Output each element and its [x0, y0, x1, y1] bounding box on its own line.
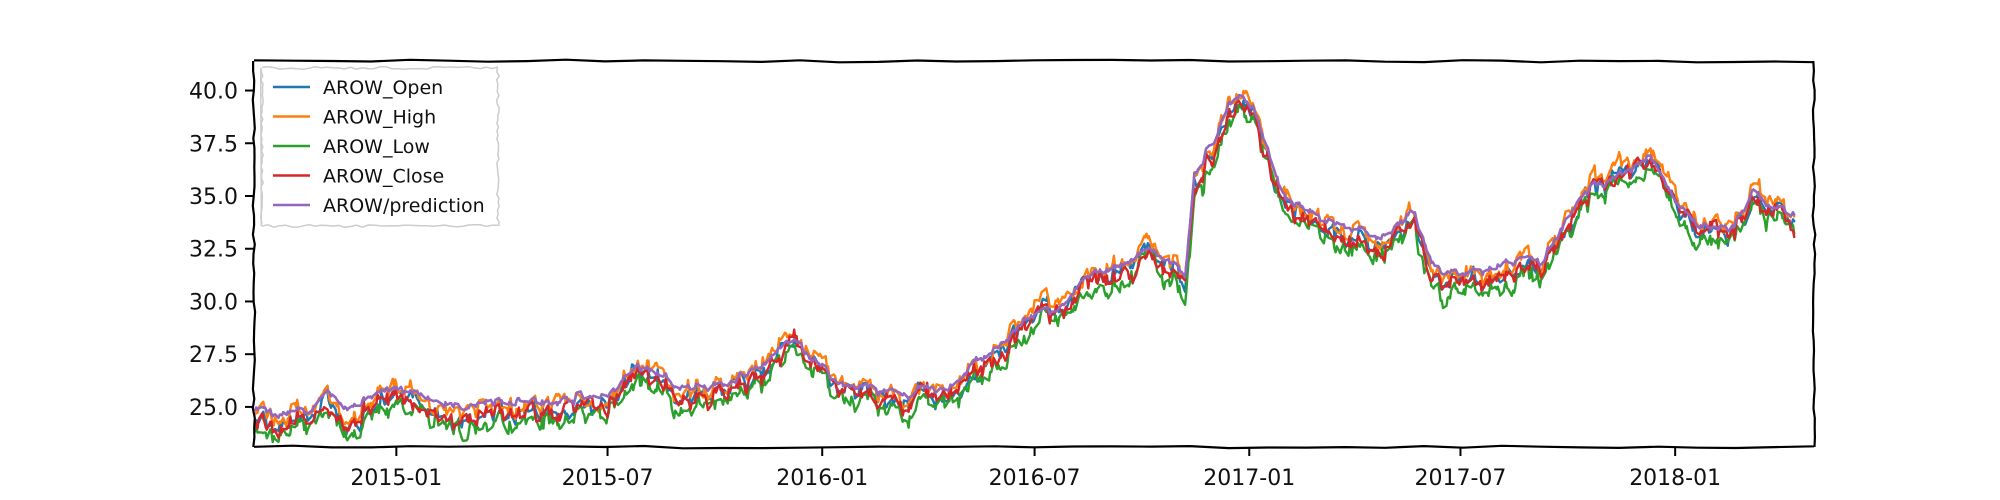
x-tick-label: 2017-07	[1415, 466, 1507, 491]
legend: AROW_Open AROW_High AROW_Low AROW_Close AROW…	[259, 65, 501, 228]
x-tick-label: 2017-01	[1203, 466, 1295, 491]
series-line-arow-high	[254, 89, 1796, 428]
legend-label: AROW_Close	[323, 166, 444, 188]
y-tick-label: 35.0	[189, 185, 238, 210]
legend-label: AROW_High	[323, 107, 436, 129]
y-tick-label: 25.0	[189, 396, 238, 421]
legend-label: AROW/prediction	[323, 195, 485, 217]
x-axis: 2015-01 2015-07 2016-01 2016-07 2017-01 2017-…	[350, 447, 1721, 491]
series-line-arow-prediction	[253, 93, 1796, 420]
x-tick-label: 2016-01	[776, 466, 868, 491]
y-tick-label: 32.5	[189, 238, 238, 263]
legend-items: AROW_Open AROW_High AROW_Low AROW_Close AROW…	[273, 77, 485, 217]
y-tick-label: 40.0	[189, 80, 238, 105]
plot-frame	[251, 58, 1817, 450]
x-tick-label: 2018-01	[1629, 466, 1721, 491]
y-tick-label: 30.0	[189, 290, 238, 315]
series-layer	[253, 89, 1796, 444]
series-line-arow-open	[254, 99, 1796, 437]
y-axis: 25.0 27.5 30.0 32.5 35.0 37.5 40.0	[189, 80, 254, 421]
series-line-arow-close	[254, 99, 1796, 440]
y-tick-label: 27.5	[189, 343, 238, 368]
x-tick-label: 2016-07	[989, 466, 1081, 491]
legend-label: AROW_Low	[323, 136, 430, 158]
legend-box	[259, 65, 501, 228]
x-tick-label: 2015-01	[350, 466, 442, 491]
x-tick-label: 2015-07	[562, 466, 654, 491]
y-tick-label: 37.5	[189, 132, 238, 157]
series-line-arow-low	[254, 103, 1796, 444]
legend-label: AROW_Open	[323, 77, 443, 99]
